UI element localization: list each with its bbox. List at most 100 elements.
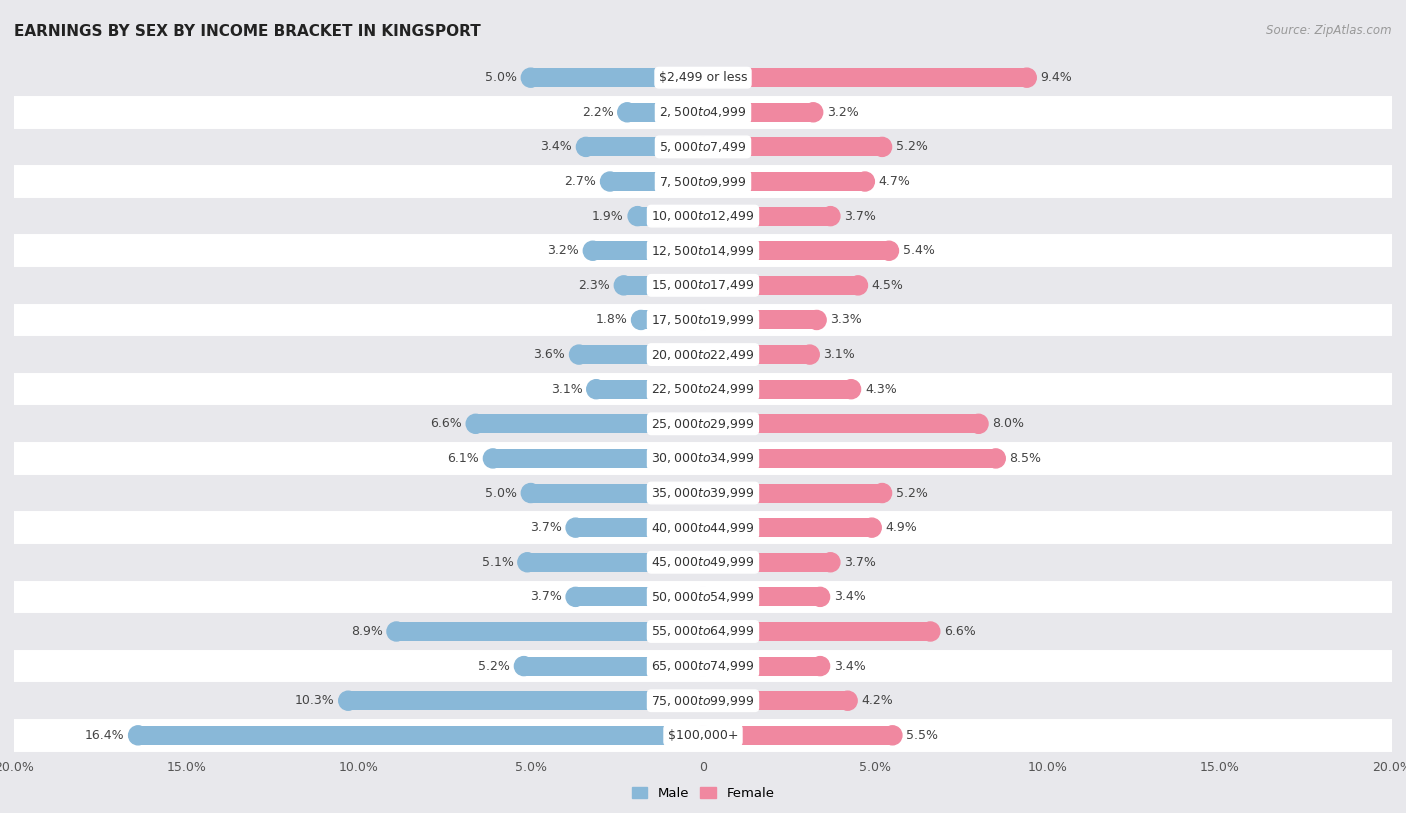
Text: $2,500 to $4,999: $2,500 to $4,999 — [659, 106, 747, 120]
Bar — [624, 276, 703, 295]
Text: 1.8%: 1.8% — [595, 314, 627, 327]
Text: $25,000 to $29,999: $25,000 to $29,999 — [651, 417, 755, 431]
Text: 5.4%: 5.4% — [903, 244, 935, 257]
Text: $100,000+: $100,000+ — [668, 728, 738, 741]
Text: $55,000 to $64,999: $55,000 to $64,999 — [651, 624, 755, 638]
Circle shape — [484, 449, 502, 468]
Text: EARNINGS BY SEX BY INCOME BRACKET IN KINGSPORT: EARNINGS BY SEX BY INCOME BRACKET IN KIN… — [14, 24, 481, 39]
Circle shape — [693, 449, 713, 468]
Text: 3.7%: 3.7% — [844, 556, 876, 569]
Circle shape — [693, 276, 713, 295]
Bar — [703, 449, 995, 468]
Circle shape — [693, 207, 713, 226]
Circle shape — [811, 657, 830, 676]
Bar — [586, 137, 703, 156]
Circle shape — [987, 449, 1005, 468]
Circle shape — [873, 137, 891, 156]
Circle shape — [883, 726, 901, 745]
Text: $12,500 to $14,999: $12,500 to $14,999 — [651, 244, 755, 258]
Circle shape — [693, 587, 713, 606]
Circle shape — [567, 587, 585, 606]
Text: $45,000 to $49,999: $45,000 to $49,999 — [651, 555, 755, 569]
Text: 5.2%: 5.2% — [896, 486, 928, 499]
Bar — [703, 311, 817, 329]
Text: $50,000 to $54,999: $50,000 to $54,999 — [651, 590, 755, 604]
Text: 8.5%: 8.5% — [1010, 452, 1042, 465]
Text: 8.0%: 8.0% — [993, 417, 1025, 430]
Circle shape — [693, 311, 713, 329]
Legend: Male, Female: Male, Female — [626, 782, 780, 806]
Circle shape — [693, 311, 713, 329]
Text: $5,000 to $7,499: $5,000 to $7,499 — [659, 140, 747, 154]
Text: 2.3%: 2.3% — [578, 279, 610, 292]
Circle shape — [693, 518, 713, 537]
Circle shape — [515, 657, 533, 676]
Bar — [703, 553, 831, 572]
Text: 4.7%: 4.7% — [879, 175, 911, 188]
Bar — [703, 622, 931, 641]
Bar — [703, 102, 813, 122]
Circle shape — [693, 68, 713, 87]
Bar — [593, 241, 703, 260]
Bar — [703, 726, 893, 745]
Bar — [703, 484, 882, 502]
Circle shape — [693, 241, 713, 260]
Text: 10.3%: 10.3% — [295, 694, 335, 707]
Circle shape — [586, 380, 606, 398]
Bar — [703, 657, 820, 676]
Bar — [703, 345, 810, 364]
Circle shape — [921, 622, 939, 641]
Circle shape — [693, 102, 713, 122]
Text: 4.9%: 4.9% — [886, 521, 917, 534]
Text: $75,000 to $99,999: $75,000 to $99,999 — [651, 693, 755, 707]
Text: 4.2%: 4.2% — [862, 694, 893, 707]
Circle shape — [969, 415, 988, 433]
Text: $2,499 or less: $2,499 or less — [659, 72, 747, 85]
Bar — [703, 241, 889, 260]
Circle shape — [693, 657, 713, 676]
Circle shape — [600, 172, 620, 191]
Circle shape — [693, 726, 713, 745]
Circle shape — [873, 484, 891, 502]
Text: $15,000 to $17,499: $15,000 to $17,499 — [651, 278, 755, 293]
Bar — [14, 302, 1392, 337]
Circle shape — [693, 415, 713, 433]
Text: 4.3%: 4.3% — [865, 383, 897, 396]
Text: 6.6%: 6.6% — [945, 625, 976, 638]
Text: 9.4%: 9.4% — [1040, 72, 1073, 85]
Bar — [703, 518, 872, 537]
Circle shape — [583, 241, 602, 260]
Bar — [610, 172, 703, 191]
Circle shape — [339, 691, 357, 711]
Text: 4.5%: 4.5% — [872, 279, 904, 292]
Circle shape — [693, 276, 713, 295]
Circle shape — [569, 345, 589, 364]
Circle shape — [693, 68, 713, 87]
Text: 2.2%: 2.2% — [582, 106, 613, 119]
Circle shape — [576, 137, 595, 156]
Circle shape — [849, 276, 868, 295]
Circle shape — [693, 484, 713, 502]
Circle shape — [693, 587, 713, 606]
Circle shape — [693, 449, 713, 468]
Bar — [703, 276, 858, 295]
Bar — [14, 476, 1392, 511]
Text: $17,500 to $19,999: $17,500 to $19,999 — [651, 313, 755, 327]
Circle shape — [522, 68, 540, 87]
Circle shape — [693, 345, 713, 364]
Circle shape — [693, 622, 713, 641]
Text: 3.3%: 3.3% — [831, 314, 862, 327]
Bar — [14, 406, 1392, 441]
Bar — [14, 718, 1392, 753]
Circle shape — [855, 172, 875, 191]
Circle shape — [631, 311, 651, 329]
Text: $10,000 to $12,499: $10,000 to $12,499 — [651, 209, 755, 223]
Bar — [637, 207, 703, 226]
Circle shape — [693, 553, 713, 572]
Text: 3.2%: 3.2% — [827, 106, 859, 119]
Circle shape — [693, 241, 713, 260]
Bar — [579, 345, 703, 364]
Text: 3.7%: 3.7% — [530, 590, 562, 603]
Circle shape — [693, 415, 713, 433]
Bar — [475, 415, 703, 433]
